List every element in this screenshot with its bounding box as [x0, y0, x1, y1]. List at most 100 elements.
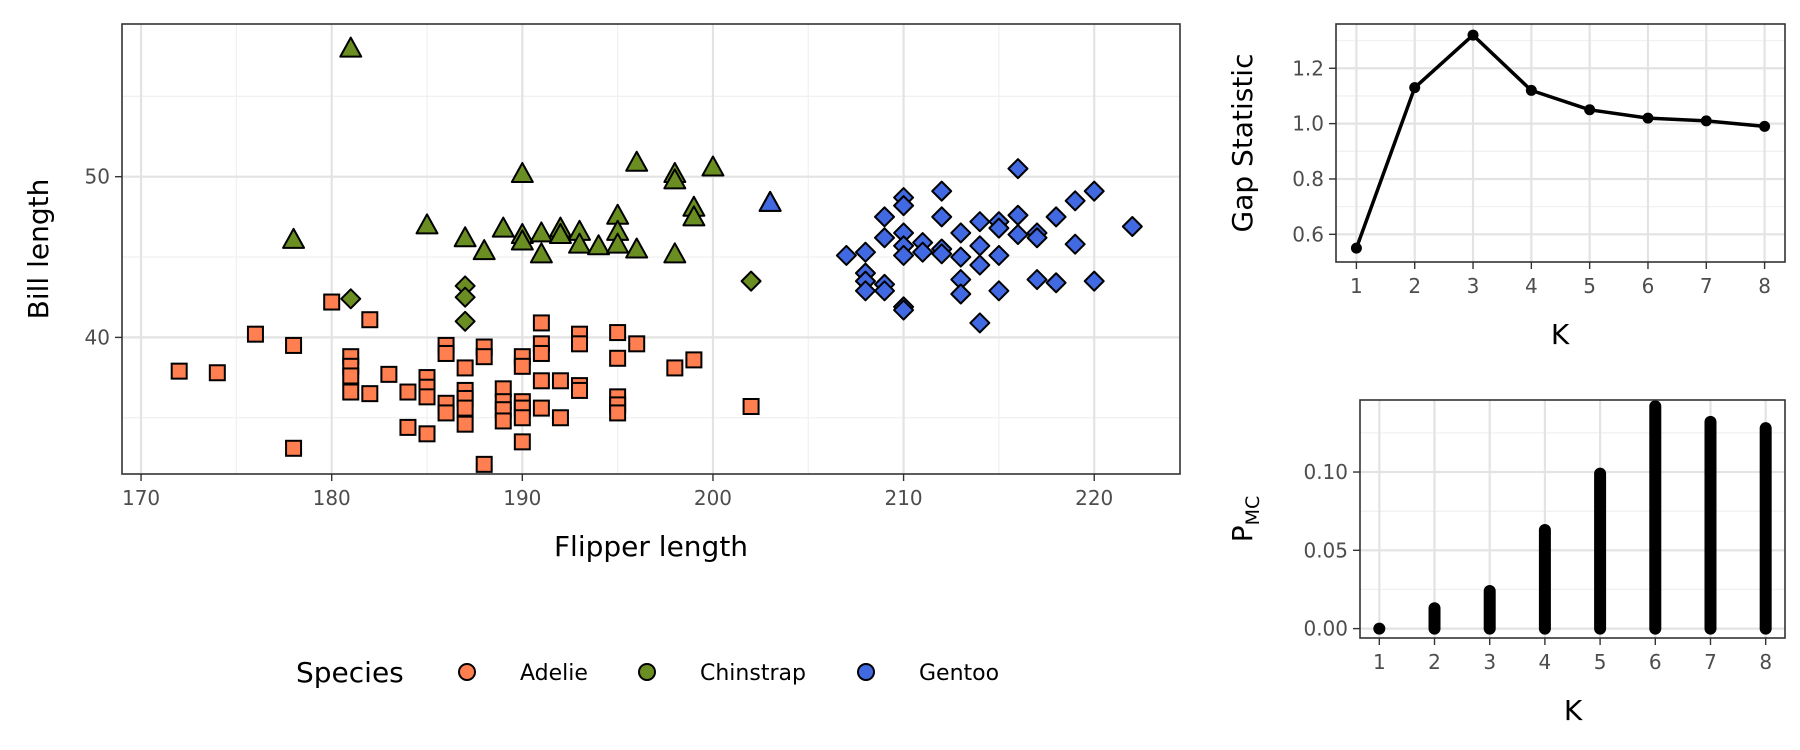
legend-label-chinstrap: Chinstrap [700, 661, 806, 686]
point-gentoo [835, 244, 857, 266]
point-gentoo [893, 244, 915, 266]
gap-panel: 1 2 3 4 5 6 7 8 0.6 0.8 1.0 1.2 K Gap Statistic [1226, 23, 1786, 351]
point-adelie [609, 349, 627, 367]
gap-point-k1 [1350, 242, 1362, 254]
point-gentoo [1045, 206, 1067, 228]
point-chinstrap [625, 237, 649, 259]
sc-x-tick-label-210: 210 [884, 486, 922, 510]
point-chinstrap [454, 286, 476, 308]
point-chinstrap [491, 216, 515, 238]
point-adelie [418, 425, 436, 443]
pmc-x-tick-label-4: 4 [1539, 650, 1552, 674]
gap-y-ticks: 0.6 0.8 1.0 1.2 [1292, 56, 1336, 246]
pmc-panel: 1 2 3 4 5 6 7 8 0.00 0.05 0.10 K PMC [1226, 399, 1786, 727]
point-adelie [456, 399, 474, 417]
legend-label-adelie: Adelie [520, 661, 588, 686]
point-chinstrap [663, 168, 687, 190]
point-chinstrap [548, 223, 572, 245]
point-gentoo [1064, 190, 1086, 212]
point-chinstrap [510, 161, 534, 183]
gap-x-tick-label-8: 8 [1758, 274, 1771, 298]
point-gentoo [1083, 270, 1105, 292]
point-gentoo [988, 217, 1010, 239]
gap-x-tick-label-1: 1 [1350, 274, 1363, 298]
point-adelie [532, 399, 550, 417]
point-gentoo [854, 241, 876, 263]
legend-key-adelie [458, 663, 476, 681]
point-chinstrap [454, 310, 476, 332]
pmc-y-tick-label-0: 0.00 [1303, 617, 1348, 641]
gap-y-tick-label-0-6: 0.6 [1292, 222, 1324, 246]
gap-point-k4 [1525, 84, 1537, 96]
point-adelie [208, 364, 226, 382]
scatter-gridlines [122, 24, 1180, 474]
gap-plot-frame [1335, 23, 1786, 263]
pmc-x-tick-label-3: 3 [1483, 650, 1496, 674]
scatter-plot-frame [121, 23, 1181, 475]
point-gentoo [874, 206, 896, 228]
point-adelie [532, 372, 550, 390]
scatter-y-ticks: 40 50 [85, 165, 122, 349]
gap-x-tick-label-2: 2 [1408, 274, 1421, 298]
point-adelie [399, 418, 417, 436]
point-gentoo [988, 244, 1010, 266]
pmc-x-axis-title: K [1564, 694, 1583, 727]
gap-y-axis-title: Gap Statistic [1226, 54, 1259, 233]
point-adelie [437, 404, 455, 422]
pmc-y-ticks: 0.00 0.05 0.10 [1303, 460, 1360, 641]
point-gentoo [1121, 216, 1143, 237]
sc-x-tick-label-200: 200 [694, 486, 732, 510]
scatter-y-axis-title: Bill length [22, 179, 55, 320]
point-gentoo [931, 206, 953, 228]
legend-title: Species [296, 656, 404, 689]
point-gentoo [893, 299, 915, 321]
point-adelie [323, 293, 341, 311]
pmc-y-axis-title-subscript: MC [1242, 496, 1264, 526]
gap-line [1350, 29, 1771, 254]
point-gentoo [893, 195, 915, 217]
pmc-x-tick-label-7: 7 [1704, 650, 1717, 674]
point-gentoo [969, 312, 991, 334]
point-chinstrap [625, 150, 649, 172]
gap-x-ticks: 1 2 3 4 5 6 7 8 [1350, 262, 1771, 298]
point-adelie [342, 383, 360, 401]
pmc-x-tick-label-1: 1 [1373, 650, 1386, 674]
point-gentoo [874, 227, 896, 249]
sc-y-tick-label-40: 40 [85, 325, 110, 349]
point-adelie [285, 336, 303, 354]
sc-y-tick-label-50: 50 [85, 165, 110, 189]
sc-x-tick-label-170: 170 [122, 486, 160, 510]
gap-point-k6 [1642, 112, 1654, 124]
point-gentoo [950, 246, 972, 268]
point-chinstrap [606, 232, 630, 254]
point-adelie [609, 404, 627, 422]
point-gentoo [1007, 204, 1029, 226]
point-adelie [418, 388, 436, 406]
point-adelie [437, 344, 455, 362]
legend-key-gentoo [857, 663, 875, 681]
point-chinstrap [568, 232, 592, 254]
point-adelie [170, 362, 188, 380]
point-chinstrap [510, 229, 534, 251]
point-chinstrap [529, 242, 553, 264]
gap-y-tick-label-0-8: 0.8 [1292, 167, 1324, 191]
point-adelie [342, 367, 360, 385]
point-gentoo [874, 280, 896, 302]
point-adelie [513, 433, 531, 451]
point-adelie [742, 398, 760, 415]
gap-point-k3 [1467, 29, 1479, 41]
legend-key-chinstrap [638, 663, 656, 681]
point-chinstrap [663, 242, 687, 264]
point-chinstrap [415, 213, 439, 235]
pmc-gridlines [1360, 400, 1785, 638]
gap-x-tick-label-6: 6 [1642, 274, 1655, 298]
point-adelie [456, 359, 474, 377]
pmc-x-tick-label-2: 2 [1428, 650, 1441, 674]
point-gentoo [988, 280, 1010, 302]
gap-x-tick-label-3: 3 [1467, 274, 1480, 298]
point-adelie [628, 335, 646, 353]
point-chinstrap [339, 36, 363, 58]
point-chinstrap [587, 234, 611, 256]
gap-y-tick-label-1-2: 1.2 [1292, 56, 1324, 80]
pmc-y-axis-title: PMC [1226, 496, 1264, 543]
